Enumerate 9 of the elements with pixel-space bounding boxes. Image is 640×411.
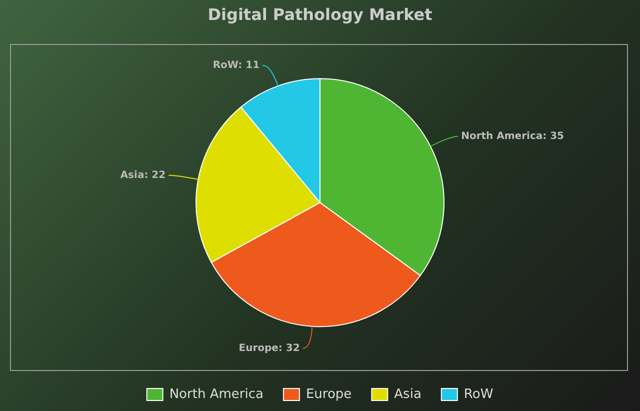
chart-title: Digital Pathology Market [208,4,433,24]
data-label: RoW: 11 [212,60,260,71]
legend-label: RoW [464,386,494,402]
data-label: North America: 35 [461,130,564,142]
data-label: Asia: 22 [120,170,166,181]
data-label: Europe: 32 [238,342,300,354]
legend-label: Asia [394,386,422,402]
legend-label: Europe [306,386,352,402]
legend-label: North America [169,386,264,402]
